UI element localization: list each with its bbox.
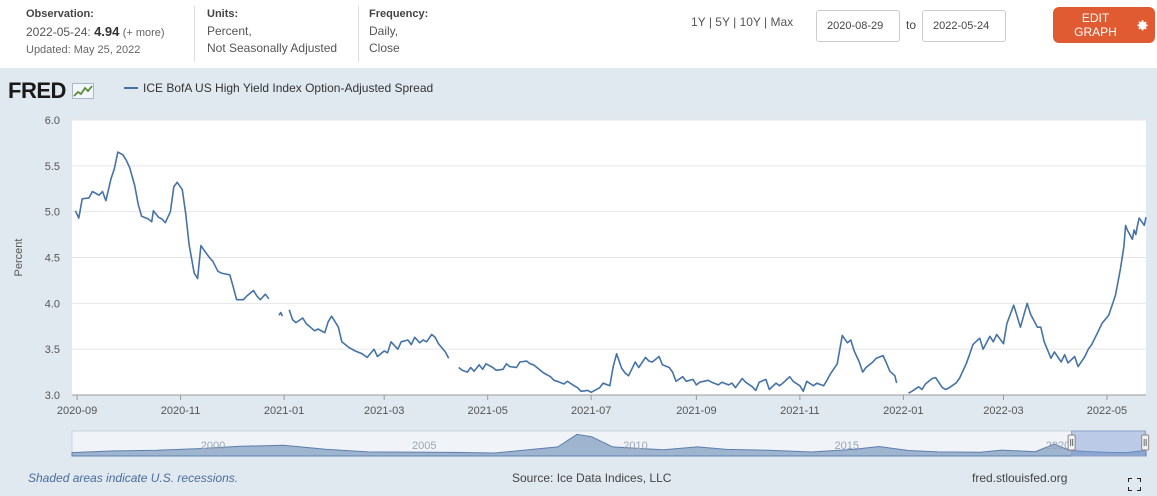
units-block: Units: Percent, Not Seasonally Adjusted — [207, 6, 337, 57]
frequency-line2: Close — [369, 41, 400, 55]
range-5y[interactable]: 5Y — [715, 15, 730, 29]
edit-graph-label: EDIT GRAPH — [1074, 11, 1117, 39]
source-note: Source: Ice Data Indices, LLC — [512, 471, 672, 485]
end-date-input[interactable] — [922, 10, 1006, 42]
start-date-input[interactable] — [816, 10, 900, 42]
range-max[interactable]: Max — [770, 15, 794, 29]
units-label: Units: — [207, 8, 239, 20]
fullscreen-icon[interactable] — [1128, 478, 1141, 491]
fred-chart-icon — [71, 83, 94, 99]
fred-logo[interactable]: FRED — [8, 78, 94, 104]
header-bar: Observation: 2022-05-24: 4.94 (+ more) U… — [0, 0, 1157, 68]
fred-logo-text: FRED — [8, 78, 66, 103]
chart-legend: ICE BofA US High Yield Index Option-Adju… — [124, 81, 433, 95]
range-1y[interactable]: 1Y — [691, 15, 706, 29]
range-separator: | — [733, 15, 737, 29]
range-selector: 1Y | 5Y | 10Y | Max — [691, 15, 793, 29]
units-line2: Not Seasonally Adjusted — [207, 41, 338, 55]
range-separator: | — [764, 15, 768, 29]
site-link[interactable]: fred.stlouisfed.org — [972, 471, 1068, 485]
legend-swatch — [124, 87, 138, 89]
legend-series-name: ICE BofA US High Yield Index Option-Adju… — [143, 81, 434, 95]
observation-value: 4.94 — [94, 24, 120, 39]
frequency-label: Frequency: — [369, 8, 429, 20]
frequency-line1: Daily, — [369, 24, 399, 38]
divider — [358, 6, 359, 62]
observation-date: 2022-05-24: — [26, 25, 91, 39]
observation-more-link[interactable]: (+ more) — [122, 27, 165, 39]
units-line1: Percent, — [207, 24, 252, 38]
chart-panel: FRED ICE BofA US High Yield Index Option… — [0, 68, 1157, 496]
to-label: to — [906, 18, 917, 32]
recession-note: Shaded areas indicate U.S. recessions. — [28, 471, 239, 485]
range-10y[interactable]: 10Y — [739, 15, 761, 29]
gear-icon — [1137, 19, 1148, 30]
divider — [194, 6, 195, 62]
updated-date: Updated: May 25, 2022 — [26, 44, 141, 56]
edit-graph-button[interactable]: EDIT GRAPH — [1053, 7, 1155, 43]
observation-block: Observation: 2022-05-24: 4.94 (+ more) U… — [26, 6, 165, 59]
observation-label: Observation: — [26, 8, 94, 20]
range-separator: | — [708, 15, 712, 29]
frequency-block: Frequency: Daily, Close — [369, 6, 428, 57]
